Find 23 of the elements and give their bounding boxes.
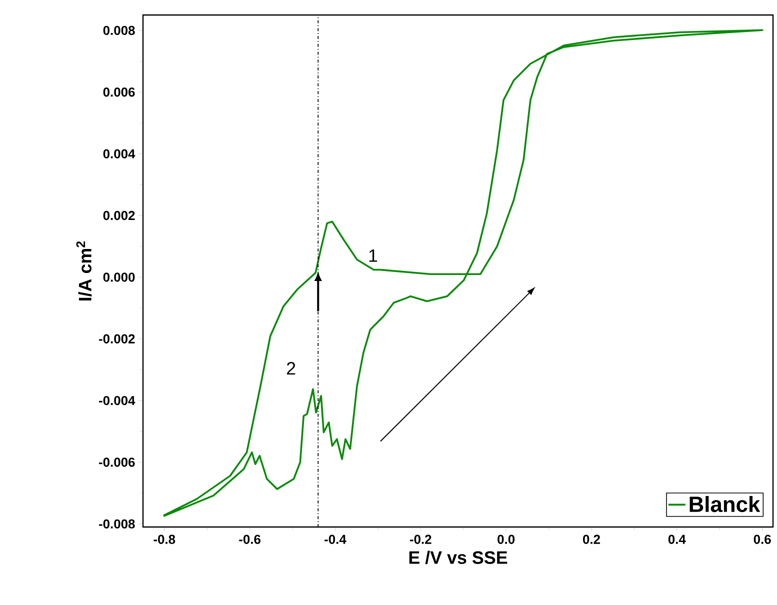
y-tick-label: 0.008: [103, 26, 135, 36]
y-tick-label: 0.002: [103, 210, 135, 220]
y-tick-label: -0.004: [99, 396, 136, 406]
x-axis-title: E /V vs SSE: [409, 550, 508, 564]
annotation: 1: [369, 249, 378, 262]
y-tick-label: -0.008: [99, 519, 135, 528]
x-tick-label: 0.2: [583, 534, 600, 544]
y-tick-label: 0.006: [103, 88, 135, 97]
x-tick-label: -0.8: [154, 534, 176, 544]
x-tick-label: 0.0: [498, 534, 515, 544]
y-tick-label: -0.006: [99, 458, 135, 467]
x-tick-label: -0.6: [239, 534, 260, 544]
line-series: [162, 29, 764, 518]
y-tick-label: 0.004: [103, 149, 136, 158]
y-tick-label: 0.000: [103, 272, 135, 282]
y-axis-title: I/A cm$^{2}$: [76, 241, 92, 300]
y-tick-label: -0.002: [99, 334, 135, 344]
x-tick-label: 0.6: [754, 534, 771, 544]
x-tick-label: 0.4: [668, 534, 686, 544]
x-tick-label: -0.2: [410, 534, 432, 544]
x-tick-label: -0.4: [324, 534, 346, 544]
legend-label: Blanck: [690, 496, 760, 512]
annotation: 2: [286, 362, 296, 375]
